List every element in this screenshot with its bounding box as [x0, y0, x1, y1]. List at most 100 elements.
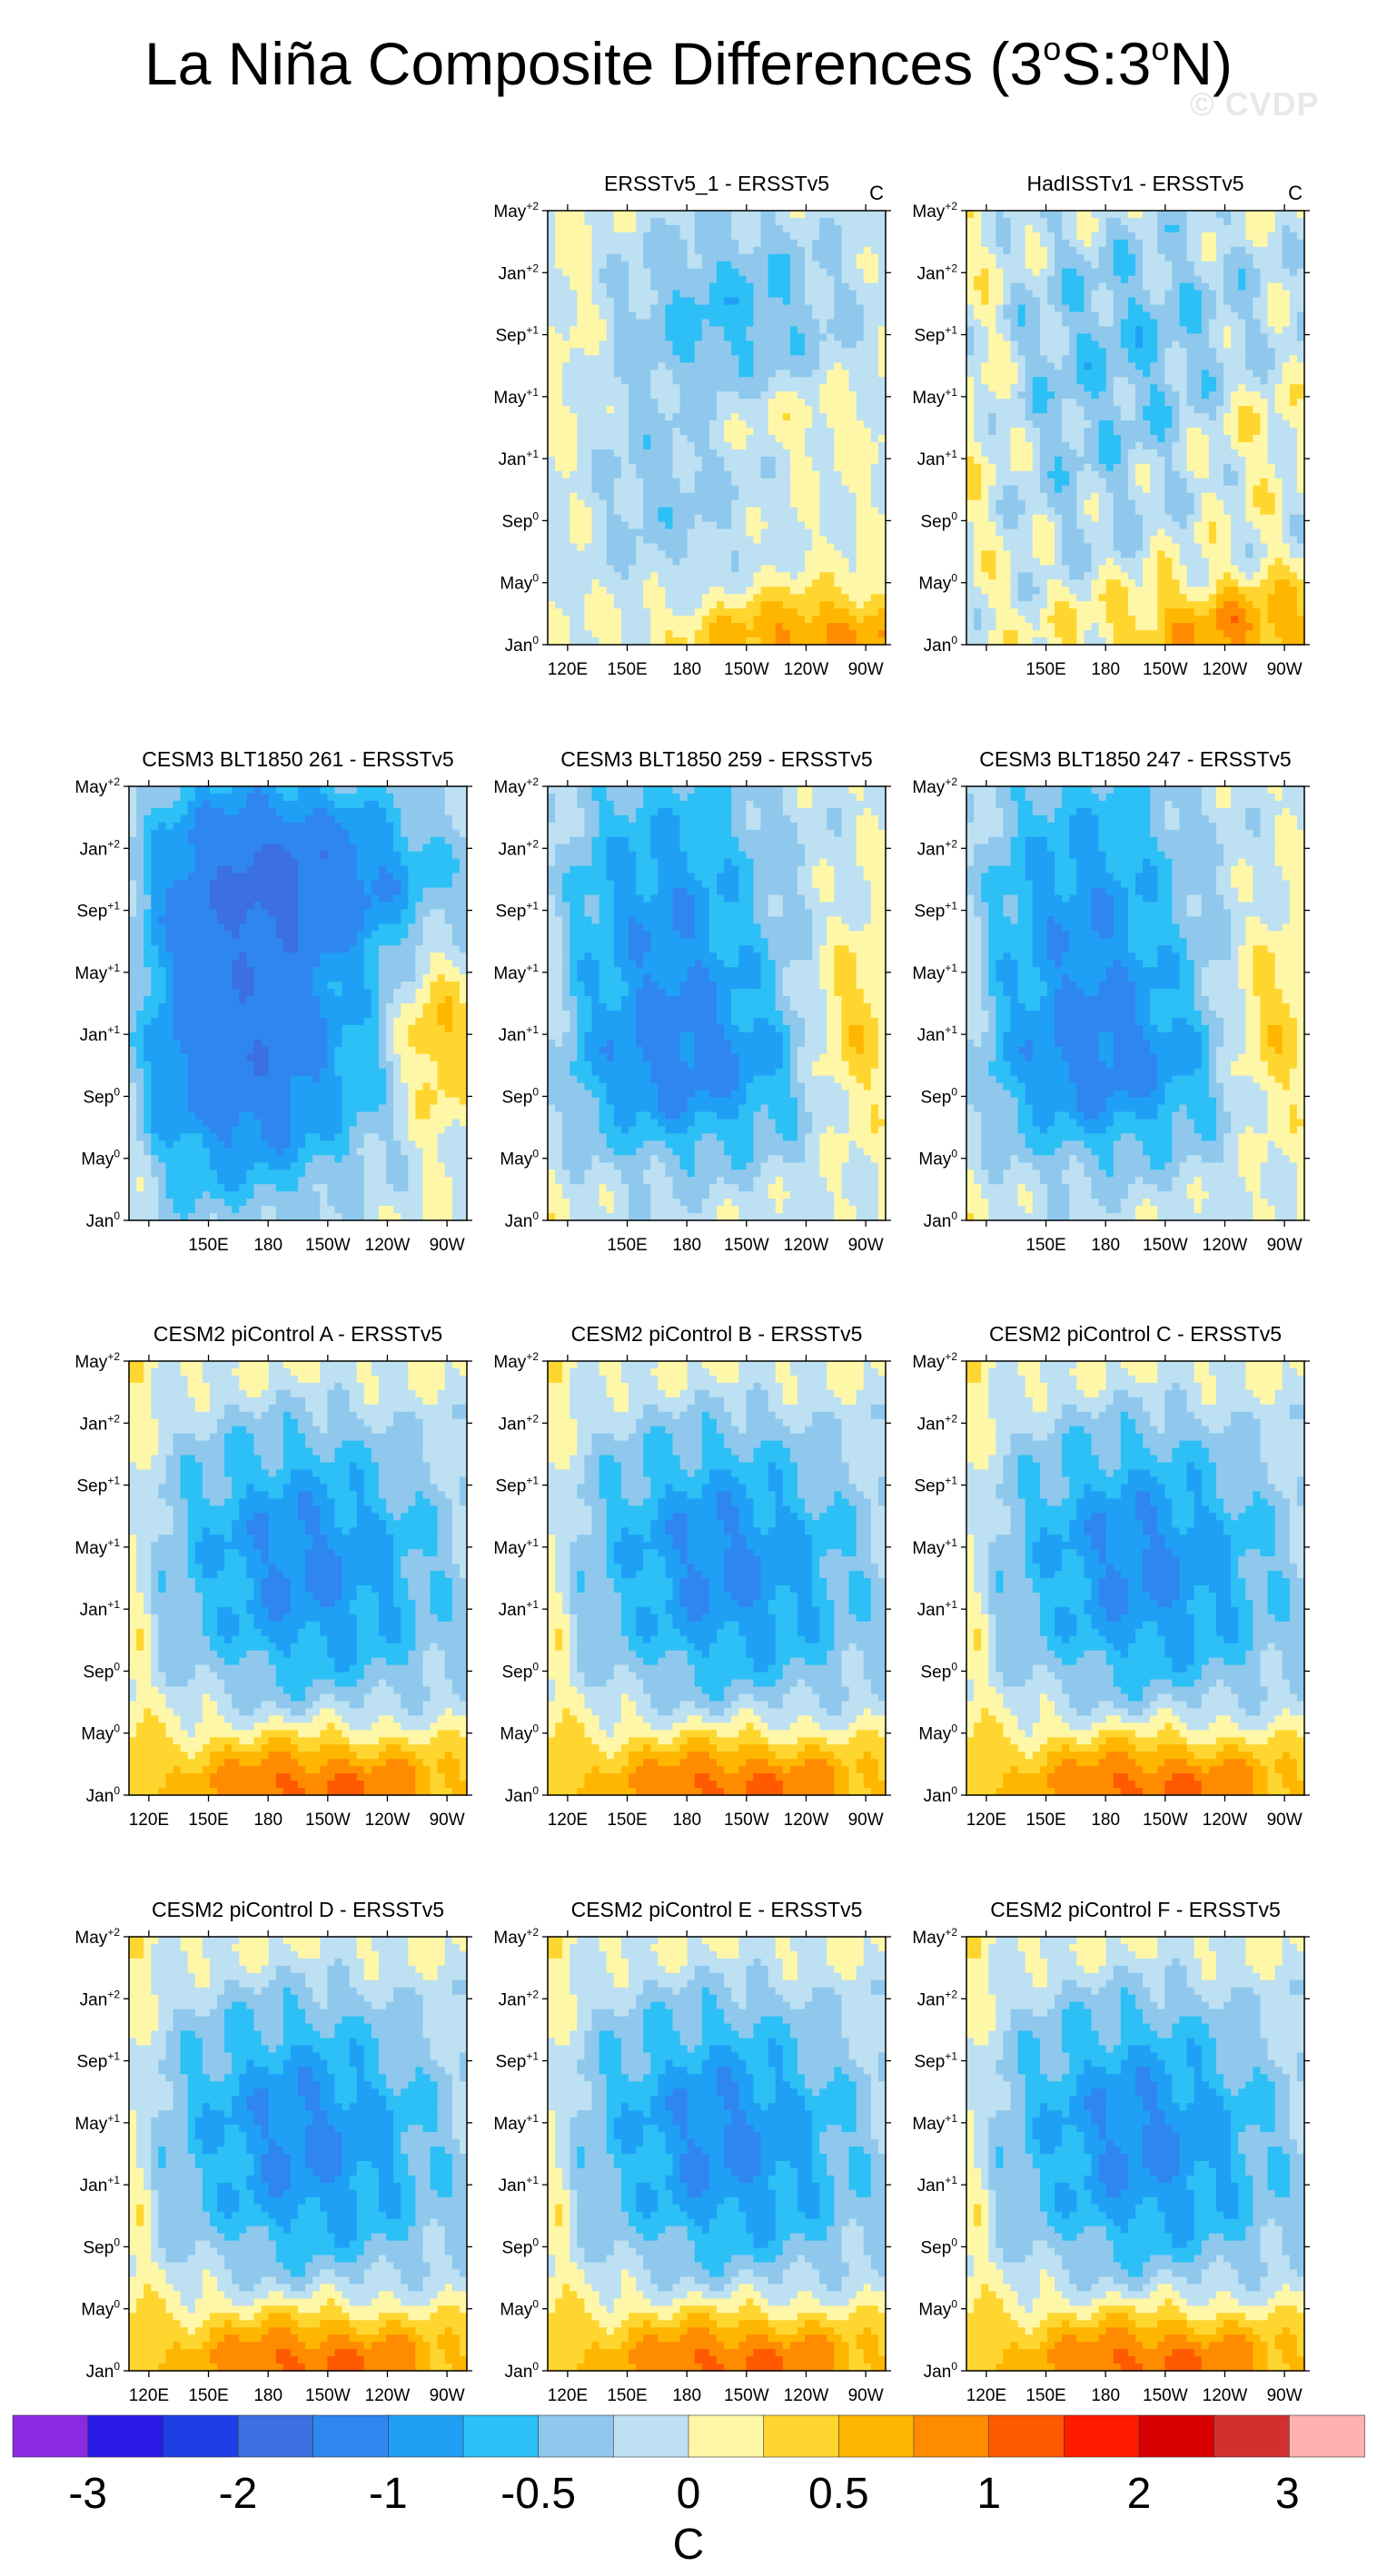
heatmap-cell [746, 311, 755, 321]
heatmap-cell [613, 239, 622, 248]
heatmap-cell [570, 550, 578, 558]
heatmap-cell [1017, 253, 1026, 262]
heatmap-cell [679, 637, 688, 646]
heatmap-cell [834, 492, 843, 501]
heatmap-cell [701, 514, 710, 523]
heatmap-cell [687, 594, 696, 602]
heatmap-cell [1274, 507, 1283, 516]
heatmap-cell [789, 304, 798, 313]
heatmap-cell [1069, 463, 1077, 472]
heatmap-cell [805, 355, 813, 363]
heatmap-cell [996, 333, 1005, 341]
heatmap-cell [753, 311, 762, 321]
heatmap-cell [863, 601, 872, 609]
heatmap-cell [760, 499, 769, 508]
heatmap-cell [724, 391, 732, 400]
heatmap-cell [760, 594, 769, 602]
heatmap-cell [1062, 485, 1070, 494]
heatmap-cell [1091, 297, 1100, 306]
heatmap-cell [620, 297, 629, 306]
heatmap-cell [1260, 492, 1269, 501]
heatmap-cell [1003, 217, 1012, 226]
heatmap-cell [1135, 319, 1144, 328]
heatmap-cell [827, 630, 835, 638]
heatmap-cell [1172, 297, 1181, 306]
heatmap-cell [1172, 311, 1181, 321]
heatmap-cell [1231, 211, 1239, 219]
heatmap-cell [1046, 413, 1055, 421]
heatmap-cell [877, 406, 887, 414]
heatmap-cell [1150, 282, 1158, 291]
heatmap-cell [1164, 261, 1174, 270]
heatmap-cell [848, 637, 857, 646]
heatmap-cell [1127, 232, 1136, 241]
heatmap-cell [1282, 384, 1291, 392]
heatmap-cell [863, 333, 872, 341]
heatmap-cell [789, 550, 798, 558]
heatmap-cell [717, 211, 725, 219]
heatmap-cell [717, 282, 725, 291]
heatmap-cell [1039, 211, 1048, 219]
heatmap-cell [694, 441, 703, 450]
heatmap-cell [1091, 311, 1100, 321]
heatmap-cell [555, 616, 563, 624]
heatmap-cell [760, 384, 769, 392]
heatmap-cell [996, 478, 1005, 487]
heatmap-cell [562, 587, 570, 595]
heatmap-cell [753, 341, 762, 349]
heatmap-cell [679, 428, 688, 436]
heatmap-cell [841, 637, 850, 646]
heatmap-cell [827, 441, 835, 450]
heatmap-cell [1098, 449, 1107, 458]
heatmap-cell [584, 224, 593, 233]
heatmap-cell [1157, 492, 1165, 501]
heatmap-cell [1127, 297, 1136, 306]
heatmap-cell [1076, 239, 1085, 248]
heatmap-cell [1010, 521, 1019, 530]
heatmap-cell [1046, 253, 1055, 262]
heatmap-cell [658, 341, 666, 349]
heatmap-cell [974, 399, 982, 407]
heatmap-cell [1172, 246, 1181, 255]
heatmap-cell [1238, 384, 1246, 392]
heatmap-cell [1150, 478, 1158, 487]
heatmap-cell [1215, 362, 1224, 370]
heatmap-cell [827, 268, 835, 277]
heatmap-cell [1069, 391, 1077, 400]
heatmap-cell [812, 348, 820, 356]
heatmap-cell [760, 565, 769, 573]
heatmap-cell [1289, 211, 1298, 219]
heatmap-cell [636, 623, 644, 631]
heatmap-cell [1274, 521, 1283, 530]
heatmap-cell [1084, 253, 1093, 262]
heatmap-cell [606, 377, 615, 385]
heatmap-cell [1032, 348, 1041, 356]
heatmap-cell [1208, 449, 1217, 458]
heatmap-cell [1186, 514, 1195, 523]
heatmap-cell [562, 420, 570, 429]
heatmap-cell [620, 463, 629, 472]
heatmap-cell [789, 456, 798, 465]
heatmap-cell [1069, 275, 1077, 284]
heatmap-cell [1253, 528, 1262, 538]
heatmap-cell [717, 558, 725, 566]
heatmap-cell [1245, 282, 1253, 291]
heatmap-cell [789, 399, 798, 407]
heatmap-cell [1253, 355, 1262, 363]
heatmap-cell [746, 579, 755, 587]
heatmap-cell [1157, 253, 1165, 262]
heatmap-cell [1105, 441, 1114, 450]
heatmap-cell [848, 485, 857, 494]
heatmap-cell [841, 550, 850, 558]
heatmap-cell [981, 348, 989, 356]
heatmap-cell [870, 594, 879, 602]
heatmap-cell [966, 478, 975, 487]
heatmap-cell [753, 253, 762, 262]
heatmap-cell [1150, 326, 1158, 335]
heatmap-cell [966, 290, 975, 299]
heatmap-cell [1245, 434, 1253, 443]
heatmap-cell [562, 297, 570, 306]
heatmap-cell [1039, 326, 1048, 335]
heatmap-cell [856, 311, 865, 321]
heatmap-cell [584, 608, 593, 617]
